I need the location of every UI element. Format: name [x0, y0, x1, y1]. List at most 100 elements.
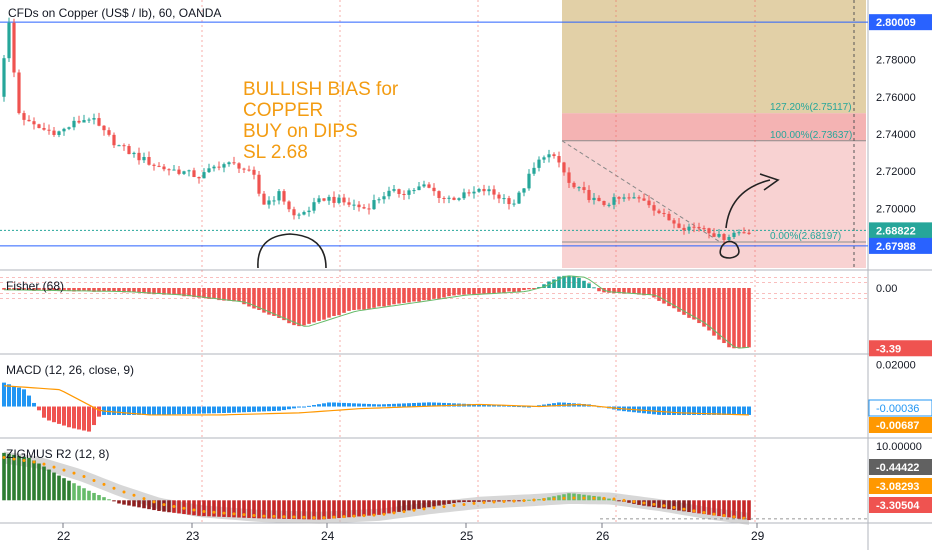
- fisher-bar: [362, 288, 366, 310]
- zigmus-bar: [252, 500, 256, 519]
- zigmus-dot: [62, 468, 66, 472]
- candle-body: [682, 227, 686, 231]
- zigmus-bar: [677, 500, 681, 511]
- fisher-bar: [667, 288, 671, 307]
- macd-bar: [437, 402, 441, 407]
- macd-bar: [47, 406, 51, 421]
- price-axis[interactable]: 2.78000 2.76000 2.74000 2.72000 2.70000 2.800…: [869, 14, 932, 254]
- fisher-label: Fisher (68): [6, 279, 64, 293]
- zigmus-bar: [287, 500, 291, 519]
- fisher-bar: [377, 288, 381, 307]
- candle-body: [472, 191, 476, 194]
- candle-body: [277, 191, 281, 201]
- zigmus-bar: [212, 500, 216, 517]
- zigmus-dot: [592, 496, 596, 500]
- zigmus-dot: [642, 501, 646, 505]
- candle-body: [357, 204, 361, 208]
- zigmus-dot: [412, 508, 416, 512]
- macd-bar: [412, 402, 416, 407]
- fisher-pane: 0.00 -3.39: [0, 275, 932, 357]
- zigmus-bar: [732, 500, 736, 519]
- candle-body: [267, 200, 271, 205]
- candle-body: [577, 187, 581, 189]
- macd-bar: [422, 402, 426, 407]
- macd-bar: [182, 406, 186, 415]
- zigmus-bar: [132, 500, 136, 507]
- fisher-bar: [507, 288, 511, 292]
- fisher-bar: [332, 288, 336, 316]
- candle-body: [187, 170, 191, 172]
- zigmus-bar: [357, 500, 361, 517]
- fisher-bar: [232, 288, 236, 302]
- candle-body: [332, 196, 336, 203]
- signal-value-box: [869, 417, 932, 433]
- zigmus-bar: [567, 493, 571, 501]
- candle-body: [227, 162, 231, 165]
- zigmus-dot: [42, 462, 46, 466]
- fisher-bar: [267, 288, 271, 315]
- candle-body: [17, 72, 21, 114]
- zigmus-dot: [142, 497, 146, 501]
- candle-body: [232, 162, 236, 164]
- zigmus-bar: [672, 500, 676, 510]
- zigmus-dot: [472, 501, 476, 505]
- macd-bar: [332, 402, 336, 407]
- zigmus-dot: [442, 505, 446, 509]
- price-label-box: [869, 237, 932, 254]
- zigmus-bar: [107, 499, 111, 501]
- macd-bar: [402, 403, 406, 407]
- zigmus-dot: [512, 499, 516, 503]
- fisher-bar: [37, 288, 41, 291]
- zigmus-bar: [12, 454, 16, 501]
- macd-bar: [142, 406, 146, 415]
- fisher-bar: [167, 288, 171, 295]
- candle-body: [202, 172, 206, 179]
- hand-drawn-arrow: [725, 173, 780, 229]
- zigmus-dot: [2, 455, 6, 459]
- zigmus-bar: [462, 500, 466, 503]
- zigmus-bar: [262, 500, 266, 519]
- zigmus-bar: [217, 500, 221, 517]
- candle-body: [637, 197, 641, 199]
- macd-bar: [82, 406, 86, 431]
- fisher-bar: [142, 288, 146, 294]
- macd-bar: [367, 403, 371, 407]
- fisher-bar: [747, 288, 751, 348]
- fisher-bar: [372, 288, 376, 308]
- zigmus-bar: [737, 500, 741, 519]
- candle-body: [302, 212, 306, 215]
- fisher-bar: [422, 288, 426, 301]
- zigmus-bar: [667, 500, 671, 510]
- candle-body: [317, 198, 321, 203]
- macd-bar: [577, 403, 581, 407]
- macd-bar: [742, 406, 746, 415]
- macd-bar: [192, 406, 196, 414]
- fisher-bar: [107, 288, 111, 292]
- zigmus-bar: [157, 500, 161, 511]
- candle-body: [557, 156, 561, 163]
- macd-bar: [517, 406, 521, 408]
- time-axis[interactable]: 22 23 24 25 26 29: [57, 523, 765, 543]
- macd-bar: [322, 403, 326, 407]
- zigmus-dot: [232, 512, 236, 516]
- zigmus-bar: [702, 500, 706, 515]
- macd-bar: [297, 406, 301, 408]
- macd-bar: [407, 403, 411, 407]
- fisher-bar: [632, 288, 636, 294]
- macd-bar: [67, 406, 71, 428]
- fisher-bar: [92, 288, 96, 292]
- macd-bar: [17, 387, 21, 407]
- zigmus-bar: [717, 500, 721, 517]
- candle-body: [747, 232, 751, 234]
- candle-body: [282, 191, 286, 202]
- candle-body: [137, 152, 141, 161]
- fisher-bar: [722, 288, 726, 344]
- candle-body: [482, 188, 486, 192]
- candle-body: [542, 157, 546, 160]
- candle-body: [597, 197, 601, 201]
- candle-body: [132, 152, 136, 155]
- zigmus-dot: [662, 504, 666, 508]
- zigmus-bar: [402, 500, 406, 512]
- zigmus-dot: [172, 504, 176, 508]
